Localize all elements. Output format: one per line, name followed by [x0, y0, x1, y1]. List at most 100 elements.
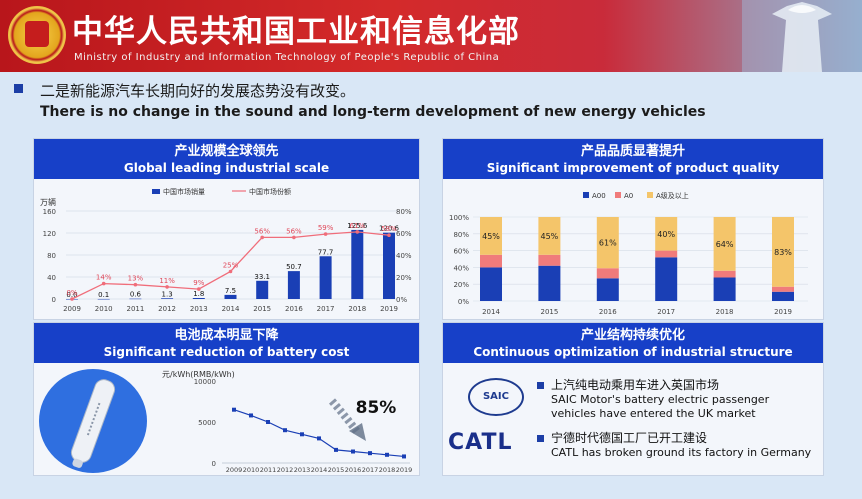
x-tick-label: 2014	[311, 466, 328, 474]
saic-note-cn: 上汽纯电动乘用车进入英国市场	[551, 378, 720, 392]
legend-label-sales: 中国市场销量	[163, 187, 205, 196]
sales-bar-label: 0.1	[98, 291, 109, 299]
share-point	[197, 287, 201, 291]
sales-bar-label: 125.6	[347, 222, 368, 230]
share-point	[101, 281, 106, 286]
stack-segment-A00	[538, 265, 561, 301]
sales-bar-label: 77.7	[318, 248, 334, 256]
legend-label: A00	[592, 192, 606, 200]
y-tick-label: 120	[43, 230, 56, 238]
y-tick-label: 0	[52, 296, 56, 304]
share-label: 83%	[774, 248, 792, 257]
quality-panel: 产品品质显著提升 Significant improvement of prod…	[442, 138, 824, 320]
x-tick-label: 2010	[95, 305, 113, 313]
share-label: 13%	[128, 275, 144, 283]
share-point	[355, 230, 360, 234]
share-label: 61%	[599, 239, 617, 248]
share-label: 61%	[350, 222, 366, 230]
x-tick-label: 2018	[716, 308, 734, 316]
x-tick-label: 2014	[482, 308, 500, 316]
x-tick-label: 2010	[243, 466, 260, 474]
y-tick-label: 40%	[453, 264, 469, 272]
cost-point	[368, 451, 372, 456]
share-label: 64%	[716, 240, 734, 249]
x-tick-label: 2019	[774, 308, 792, 316]
y-tick-label: 80%	[453, 231, 469, 239]
structure-header-cn: 产业结构持续优化	[580, 328, 685, 343]
sales-bar-label: 50.7	[286, 263, 302, 271]
sales-bar-label: 1.8	[193, 290, 204, 298]
x-tick-label: 2013	[190, 305, 208, 313]
x-tick-label: 2016	[599, 308, 617, 316]
x-tick-label: 2011	[126, 305, 144, 313]
cost-point	[317, 436, 321, 441]
sales-bar	[383, 232, 395, 299]
share-label: 58%	[381, 225, 397, 233]
cost-point	[300, 432, 304, 437]
y-axis-unit: 万辆	[40, 197, 56, 207]
stack-segment-A00	[596, 278, 619, 301]
headline-bullet	[14, 84, 23, 93]
x-tick-label: 2019	[380, 305, 398, 313]
y-tick-label: 5000	[198, 419, 216, 427]
battery-panel: 电池成本明显下降 Significant reduction of batter…	[33, 322, 420, 476]
y2-tick-label: 80%	[396, 208, 412, 216]
legend-swatch	[615, 192, 621, 198]
x-tick-label: 2017	[317, 305, 335, 313]
share-label: 14%	[96, 274, 112, 282]
decline-arrowhead-icon	[349, 423, 366, 441]
stack-segment-A级及以上	[713, 217, 736, 271]
scale-header-en: Global leading industrial scale	[123, 161, 330, 175]
battery-cost-chart: 元/kWh(RMB/kWh) 0 5000 10000 2009 2010 2011 2012…	[162, 370, 413, 474]
stack-segment-A0	[655, 250, 678, 258]
sales-bar-label: 0.0	[66, 291, 77, 299]
y-tick-label: 160	[43, 208, 56, 216]
x-tick-label: 2016	[345, 466, 362, 474]
share-label: 0%	[66, 289, 77, 297]
share-label: 59%	[318, 224, 334, 232]
header-banner: 中华人民共和国工业和信息化部 Ministry of Industry and …	[0, 0, 862, 72]
structure-header-en: Continuous optimization of industrial st…	[473, 345, 793, 359]
cost-point	[385, 452, 389, 457]
x-tick-label: 2009	[226, 466, 243, 474]
x-tick-label: 2018	[379, 466, 396, 474]
share-point	[323, 232, 328, 236]
sales-bar	[224, 294, 237, 299]
legend-label: A0	[624, 192, 633, 200]
catl-logo: CATL	[448, 430, 513, 455]
legend-label: A级及以上	[656, 191, 689, 200]
sales-bar-label: 120.6	[379, 225, 400, 233]
stack-segment-A00	[713, 277, 736, 301]
x-tick-label: 2017	[362, 466, 379, 474]
sales-bar	[351, 229, 364, 299]
stack-segment-A级及以上	[772, 217, 794, 287]
x-tick-label: 2019	[396, 466, 413, 474]
stack-segment-A00	[772, 291, 794, 301]
sales-bar	[129, 298, 142, 300]
cost-point	[351, 449, 355, 454]
sales-bar	[97, 298, 110, 300]
battery-header-cn: 电池成本明显下降	[174, 328, 279, 343]
cost-point	[232, 407, 236, 412]
saic-bullet	[537, 382, 544, 389]
legend-swatch	[583, 192, 589, 198]
share-label: 9%	[193, 279, 204, 287]
stack-segment-A0	[538, 254, 561, 266]
sales-bar	[256, 280, 269, 299]
x-tick-label: 2013	[294, 466, 311, 474]
quality-stacked-chart: 0% 20% 40% 60% 80% 100% A00 A0 A级及以上 45% 2014 45% 20…	[449, 191, 808, 316]
scale-panel-header: 产业规模全球领先 Global leading industrial scale	[34, 139, 419, 179]
stack-segment-A级及以上	[480, 217, 502, 255]
x-tick-label: 2012	[158, 305, 176, 313]
cost-point	[266, 420, 270, 424]
share-label: 25%	[223, 262, 239, 270]
share-point	[292, 235, 296, 240]
y-tick-label: 60%	[453, 248, 469, 256]
share-label: 40%	[657, 230, 675, 239]
x-tick-label: 2015	[540, 308, 558, 316]
share-point	[228, 269, 233, 274]
share-label: 45%	[541, 232, 559, 241]
share-label: 56%	[254, 227, 270, 235]
y-tick-label: 10000	[194, 378, 216, 386]
sales-bar-label: 0.6	[130, 291, 142, 299]
